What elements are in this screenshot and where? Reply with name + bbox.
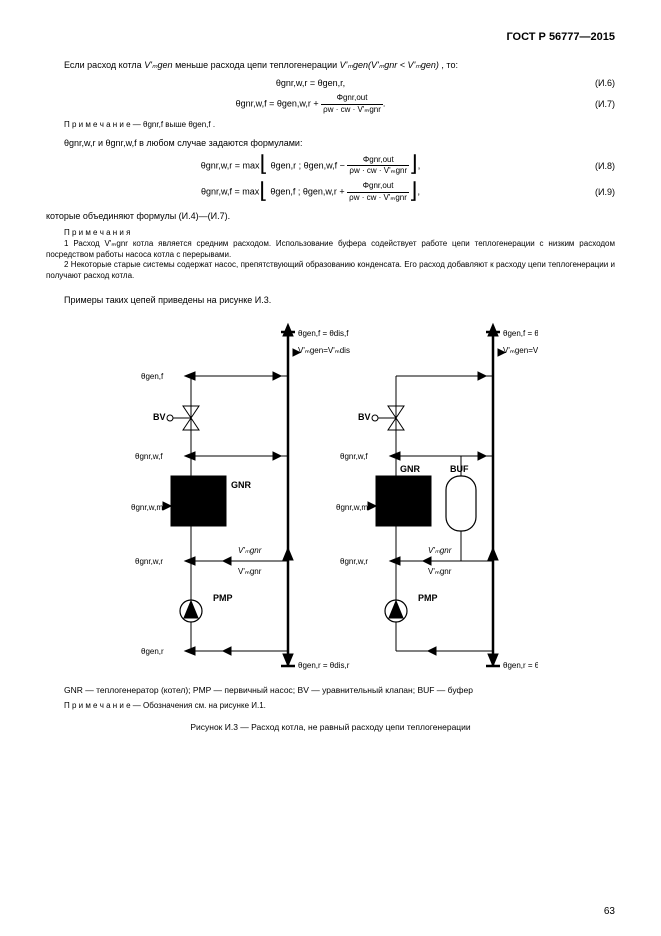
doc-header: ГОСТ Р 56777—2015 [46,30,615,45]
l-hgnrwm: θgnr,w,m [131,503,163,512]
p1-a: Если расход котла [64,60,144,70]
eq9-number: (И.9) [575,186,615,198]
r-vgnr1: V'ₘgnr [428,546,452,555]
bracket-r2-icon: ⌋ [409,184,418,197]
bracket-r-icon: ⌋ [409,157,418,170]
l-bv: BV [153,412,166,422]
notes-title: П р и м е ч а н и я [46,228,615,239]
figure-wrap: θgen,f = θdis,f V'ₘgen=V'ₘdis θgen,f BV [46,316,615,679]
l-top2: V'ₘgen=V'ₘdis [298,346,350,355]
eq8-arg1: θgen,r ; θgen,w,f − [271,160,348,170]
eq9-fnum: Φgnr,out [347,181,409,193]
eq7-num: Φgnr,out [321,93,383,105]
eq8-body: θgnr,w,r = max⌊ θgen,r ; θgen,w,f − Φgnr… [46,155,575,178]
l-gnr: GNR [231,480,252,490]
notes-block: П р и м е ч а н и я 1 Расход V'ₘgnr котл… [46,228,615,282]
eq9-tail: , [418,187,421,197]
figure-schematic: θgen,f = θdis,f V'ₘgen=V'ₘdis θgen,f BV [123,316,538,676]
eq6-body: θgnr,w,r = θgen,r, [46,77,575,89]
page-number: 63 [604,905,615,919]
eq9-fden: ρw · cw · V'ₘgnr [347,193,409,204]
paragraph-2: θgnr,w,r и θgnr,w,f в любом случае задаю… [46,137,615,149]
eq7-number: (И.7) [575,98,615,110]
r-buf: BUF [450,464,469,474]
eq8-fnum: Φgnr,out [347,155,409,167]
eq8-frac: Φgnr,out ρw · cw · V'ₘgnr [347,155,409,178]
eq7-body: θgnr,w,f = θgen,w,r + Φgnr,out ρw · cw ·… [46,93,575,116]
eq9-frac: Φgnr,out ρw · cw · V'ₘgnr [347,181,409,204]
figure-caption: Рисунок И.3 — Расход котла, не равный ра… [46,722,615,733]
bracket-l-icon: ⌊ [260,157,269,170]
l-hgenf: θgen,f [141,372,164,381]
r-hgnrwf: θgnr,w,f [340,452,368,461]
formula-8: θgnr,w,r = max⌊ θgen,r ; θgen,w,f − Φgnr… [46,155,615,178]
formula-6: θgnr,w,r = θgen,r, (И.6) [46,77,615,89]
l-top1: θgen,f = θdis,f [298,329,349,338]
r-bottom1: θgen,r = θdis,r [503,661,538,670]
r-top1: θgen,f = θdis,f [503,329,538,338]
eq8-pre: θgnr,w,r = max [201,160,260,170]
eq9-pre: θgnr,w,f = max [201,187,259,197]
page: ГОСТ Р 56777—2015 Если расход котла V'ₘg… [0,0,661,936]
p1-c: , то: [441,60,458,70]
eq9-body: θgnr,w,f = max⌊ θgen,f ; θgen,w,r + Φgnr… [46,181,575,204]
p1-v2: V'ₘgen(V'ₘgnr < V'ₘgen) [340,60,439,70]
bracket-l2-icon: ⌊ [259,184,268,197]
eq8-fden: ρw · cw · V'ₘgnr [347,166,409,177]
r-gnr: GNR [400,464,421,474]
paragraph-3: которые объединяют формулы (И.4)—(И.7). [46,210,615,222]
l-vgnr1: V'ₘgnr [238,546,262,555]
l-bottom1: θgen,r = θdis,r [298,661,350,670]
eq6-num: (И.6) [575,77,615,89]
l-vgnr2: V'ₘgnr [238,567,262,576]
figure-note: П р и м е ч а н и е — Обозначения см. на… [46,701,615,712]
l-hgenr: θgen,r [141,647,164,656]
notes-2: 2 Некоторые старые системы содержат насо… [46,260,615,282]
l-hgnrwf: θgnr,w,f [135,452,163,461]
l-pmp: PMP [213,593,233,603]
eq9-arg1: θgen,f ; θgen,w,r + [270,187,347,197]
formula-9: θgnr,w,f = max⌊ θgen,f ; θgen,w,r + Φgnr… [46,181,615,204]
r-hgnrwm: θgnr,w,m [336,503,368,512]
formula-7: θgnr,w,f = θgen,w,r + Φgnr,out ρw · cw ·… [46,93,615,116]
paragraph-4: Примеры таких цепей приведены на рисунке… [46,294,615,306]
note-1: П р и м е ч а н и е — θgnr,f выше θgen,f… [46,120,615,131]
eq7-lhs: θgnr,w,f = θgen,w,r + [236,99,322,109]
l-hgnrwr: θgnr,w,r [135,557,163,566]
p1-v1: V'ₘgen [144,60,172,70]
r-vgnr2: V'ₘgnr [428,567,452,576]
eq7-den: ρw · cw · V'ₘgnr [321,105,383,116]
figure-legend: GNR — теплогенератор (котел); PMP — перв… [46,685,615,696]
paragraph-1: Если расход котла V'ₘgen меньше расхода … [46,59,615,71]
r-pmp: PMP [418,593,438,603]
notes-1: 1 Расход V'ₘgnr котла является средним р… [46,239,615,261]
r-bv: BV [358,412,371,422]
eq8-number: (И.8) [575,160,615,172]
p1-b: меньше расхода цепи теплогенерации [175,60,340,70]
eq7-tail: . [383,99,386,109]
eq8-tail: , [418,160,421,170]
eq7-frac: Φgnr,out ρw · cw · V'ₘgnr [321,93,383,116]
r-hgnrwr: θgnr,w,r [340,557,368,566]
r-top2: V'ₘgen=V'ₘdis [503,346,538,355]
